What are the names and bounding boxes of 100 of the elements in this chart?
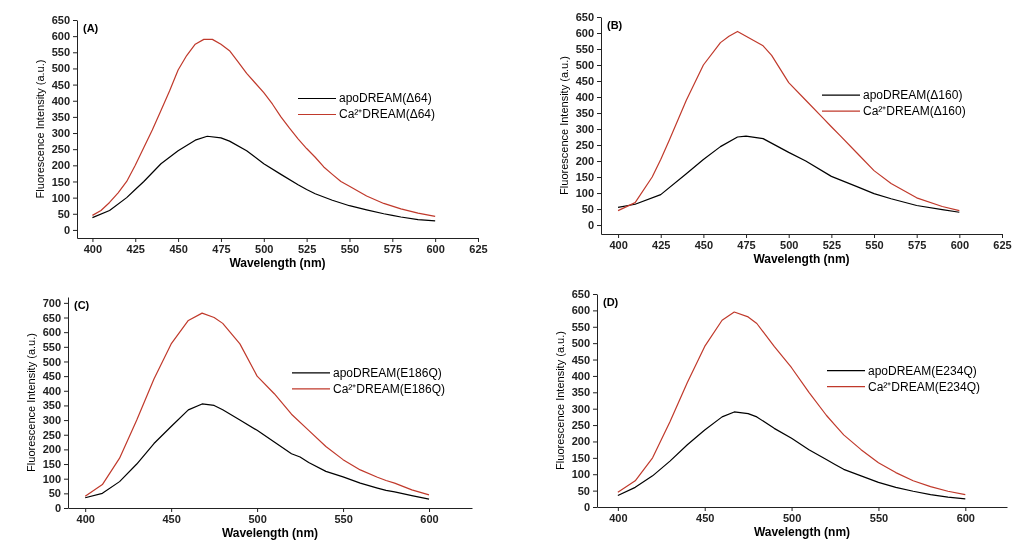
y-tick-label: 50: [581, 203, 594, 216]
chart-title: (B): [607, 19, 623, 31]
y-tick-label: 50: [577, 484, 590, 497]
x-tick-label: 525: [297, 242, 317, 255]
legend-label: apoDREAM(E234Q): [868, 363, 977, 378]
x-tick-label: 500: [255, 242, 274, 255]
x-tick-label: 625: [993, 238, 1012, 251]
legend-label: apoDREAM(Δ160): [863, 88, 963, 103]
x-tick-label: 450: [169, 242, 188, 255]
x-tick-label: 600: [426, 242, 445, 255]
y-tick-label: 500: [42, 355, 61, 368]
x-tick-label: 475: [212, 242, 231, 255]
y-tick-label: 500: [575, 59, 594, 72]
x-tick-label: 400: [609, 238, 628, 251]
y-tick-label: 0: [583, 501, 590, 514]
y-tick-label: 150: [42, 458, 61, 471]
y-tick-label: 150: [51, 175, 70, 188]
legend-label: Ca²⁺DREAM(E234Q): [868, 379, 981, 394]
y-tick-label: 250: [51, 143, 70, 156]
y-tick-label: 200: [42, 443, 61, 456]
x-axis-title: Wavelength (nm): [221, 526, 319, 540]
y-tick-label: 350: [571, 386, 590, 399]
x-axis-title: Wavelength (nm): [229, 256, 326, 270]
y-tick-label: 150: [571, 451, 590, 464]
x-tick-label: 625: [469, 242, 488, 255]
y-tick-label: 350: [575, 107, 594, 120]
chart-title: (A): [83, 22, 99, 34]
y-tick-label: 400: [575, 91, 594, 104]
x-tick-label: 400: [76, 512, 95, 525]
y-tick-label: 300: [51, 127, 70, 140]
y-tick-label: 400: [51, 94, 70, 107]
y-tick-label: 600: [575, 27, 594, 40]
x-tick-label: 500: [780, 238, 799, 251]
y-tick-label: 350: [42, 399, 61, 412]
x-tick-label: 475: [737, 238, 756, 251]
line-series: [84, 403, 430, 500]
y-tick-label: 450: [575, 75, 594, 88]
x-axis-title: Wavelength (nm): [753, 252, 850, 266]
chart-title: (D): [603, 296, 619, 308]
x-tick-label: 575: [383, 242, 402, 255]
line-series: [91, 135, 436, 222]
x-tick-label: 550: [865, 238, 884, 251]
x-tick-label: 500: [782, 511, 802, 524]
y-tick-label: 200: [51, 159, 70, 172]
y-tick-label: 250: [42, 428, 61, 441]
y-tick-label: 200: [571, 435, 590, 448]
y-tick-label: 450: [51, 78, 70, 91]
y-tick-label: 400: [571, 369, 590, 382]
legend-label: apoDREAM(E186Q): [333, 365, 442, 380]
chart-title: (C): [74, 299, 90, 311]
line-series: [617, 135, 960, 213]
x-tick-label: 450: [694, 238, 714, 251]
y-tick-label: 300: [42, 414, 61, 427]
y-axis-title: Fluorescence Intensity (a.u.): [34, 59, 46, 199]
y-tick-label: 450: [42, 370, 61, 383]
y-tick-label: 150: [575, 171, 594, 184]
y-tick-label: 700: [42, 296, 61, 309]
x-tick-label: 600: [956, 511, 975, 524]
y-tick-label: 300: [575, 123, 594, 136]
y-tick-label: 550: [51, 46, 70, 59]
legend-label: Ca²⁺DREAM(E186Q): [333, 381, 446, 396]
y-tick-label: 50: [57, 207, 70, 220]
line-series: [617, 411, 966, 500]
y-tick-label: 550: [575, 43, 594, 56]
y-tick-label: 500: [51, 62, 70, 75]
legend-label: apoDREAM(Δ64): [339, 91, 432, 106]
x-tick-label: 550: [869, 511, 889, 524]
y-tick-label: 350: [51, 110, 70, 123]
x-tick-label: 550: [340, 242, 360, 255]
y-tick-label: 250: [571, 419, 590, 432]
x-tick-label: 400: [609, 511, 628, 524]
y-axis-title: Fluorescence Intensity (a.u.): [25, 333, 37, 472]
y-tick-label: 650: [42, 311, 61, 324]
y-tick-label: 100: [42, 472, 61, 485]
x-tick-label: 600: [420, 512, 439, 525]
y-tick-label: 50: [48, 487, 61, 500]
x-tick-label: 500: [248, 512, 267, 525]
y-tick-label: 600: [42, 326, 61, 339]
x-axis-title: Wavelength (nm): [753, 525, 851, 539]
y-axis-title: Fluorescence Intensity (a.u.): [554, 331, 566, 470]
y-tick-label: 100: [575, 187, 594, 200]
x-tick-label: 550: [334, 512, 353, 525]
y-tick-label: 450: [571, 353, 590, 366]
y-tick-label: 250: [575, 139, 594, 152]
x-tick-label: 400: [83, 242, 103, 255]
x-tick-label: 450: [696, 511, 715, 524]
y-tick-label: 500: [571, 337, 590, 350]
legend-label: Ca²⁺DREAM(Δ64): [339, 107, 436, 122]
y-tick-label: 0: [63, 223, 70, 236]
y-tick-label: 400: [42, 384, 61, 397]
legend-label: Ca²⁺DREAM(Δ160): [863, 104, 966, 119]
y-tick-label: 0: [587, 219, 594, 232]
y-tick-label: 100: [51, 191, 70, 204]
y-tick-label: 650: [51, 14, 70, 27]
y-tick-label: 650: [575, 11, 594, 24]
y-tick-label: 100: [571, 468, 590, 481]
y-tick-label: 550: [42, 340, 61, 353]
x-tick-label: 450: [162, 512, 181, 525]
y-tick-label: 600: [51, 30, 70, 43]
x-tick-label: 425: [652, 238, 671, 251]
